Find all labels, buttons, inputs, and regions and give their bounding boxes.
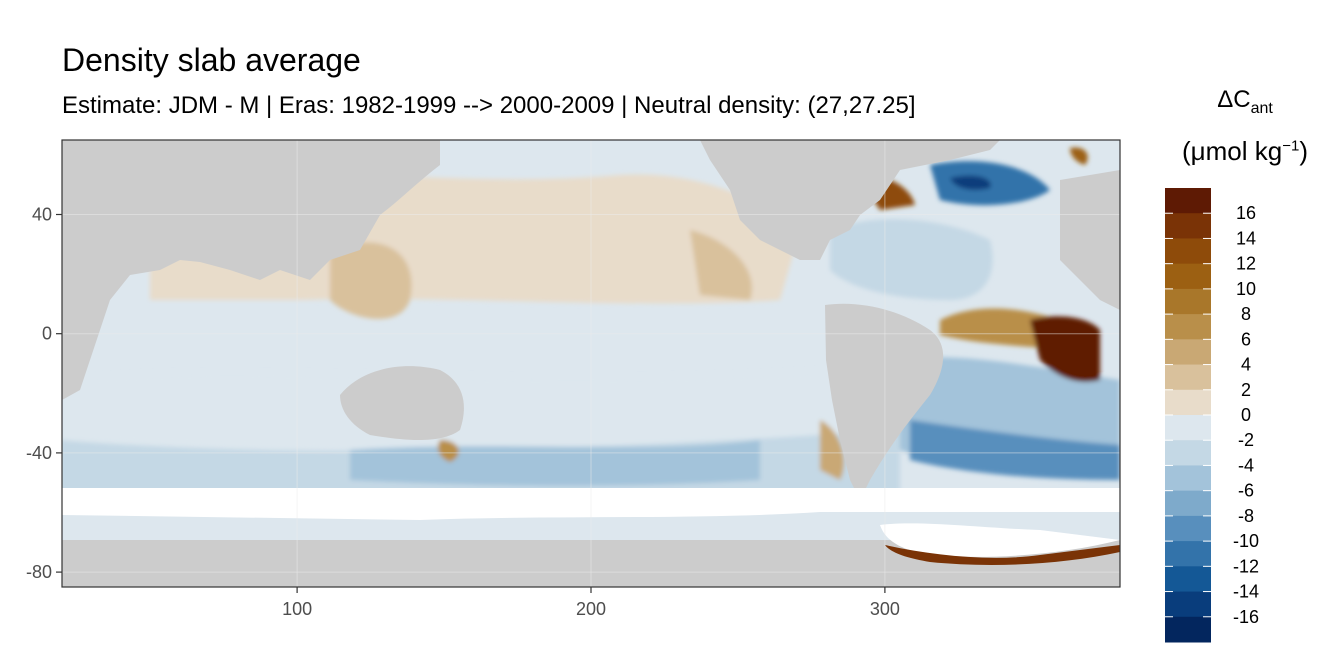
subpolar-atlantic-min-patch [950, 175, 991, 190]
south-pacific-positive-patch [820, 420, 844, 480]
legend-swatch [1165, 213, 1211, 239]
legend-colorbar: 16 14 12 10 8 6 4 2 0 -2 -4 -6 -8 -10 -12 -14 -16 [1165, 188, 1259, 643]
chart-title: Density slab average [62, 42, 361, 78]
legend-title: ΔCant [1217, 86, 1273, 117]
australia-land [340, 366, 464, 440]
east-pacific-positive-patch [690, 230, 752, 300]
y-tick-label: -40 [26, 443, 52, 463]
legend-label: 4 [1241, 355, 1251, 375]
legend-swatch [1165, 263, 1211, 290]
y-tick-label: 0 [42, 324, 52, 344]
legend-label: 0 [1241, 405, 1251, 425]
legend-label: -12 [1233, 556, 1259, 576]
legend-swatch [1165, 566, 1211, 593]
legend-label: -6 [1238, 481, 1254, 501]
legend-swatch [1165, 591, 1211, 618]
y-tick-label: 40 [32, 205, 52, 225]
legend-label: -16 [1233, 607, 1259, 627]
north-atlantic-blue-patch [830, 219, 993, 300]
x-tick-label: 300 [870, 599, 900, 619]
legend-label: 10 [1236, 279, 1256, 299]
legend-label: -2 [1238, 430, 1254, 450]
legend-label: 8 [1241, 304, 1251, 324]
legend-swatch [1165, 314, 1211, 340]
legend-swatch [1165, 465, 1211, 492]
europe-west-africa-land [1060, 170, 1120, 310]
equatorial-atlantic-tongue-patch [940, 308, 1060, 350]
land-masses [62, 140, 1120, 587]
legend-label: 12 [1236, 254, 1256, 274]
legend-swatch [1165, 364, 1211, 391]
legend-swatch [1165, 188, 1211, 214]
legend-label: -8 [1238, 506, 1254, 526]
legend-label: 6 [1241, 329, 1251, 349]
legend-label: 16 [1236, 203, 1256, 223]
north-america-land [700, 140, 1000, 260]
legend-swatch [1165, 440, 1211, 466]
legend-swatch [1165, 541, 1211, 567]
equatorial-atlantic-max-patch [1030, 316, 1100, 382]
south-america-land [825, 303, 944, 500]
legend-unit: (μmol kg−1) [1182, 136, 1308, 166]
legend-swatch [1165, 415, 1211, 441]
weddell-positive-rim [885, 545, 1120, 565]
legend-swatch [1165, 616, 1211, 643]
eurasia-africa-west-land [62, 140, 440, 400]
x-tick-label: 100 [282, 599, 312, 619]
legend-swatch [1165, 238, 1211, 265]
grid [62, 140, 1120, 587]
legend-label: 2 [1241, 380, 1251, 400]
west-pacific-positive-patch [330, 242, 412, 319]
chart-subtitle: Estimate: JDM - M | Eras: 1982-1999 --> … [62, 92, 916, 119]
y-axis: 40 0 -40 -80 [26, 205, 62, 582]
legend-label: -4 [1238, 455, 1254, 475]
x-tick-label: 200 [576, 599, 606, 619]
legend-swatch [1165, 490, 1211, 517]
legend-swatch [1165, 288, 1211, 315]
tasman-positive-patch [438, 440, 459, 462]
legend-swatch [1165, 389, 1211, 416]
value-patches [62, 147, 1120, 500]
legend-label: -14 [1233, 582, 1259, 602]
y-tick-label: -80 [26, 562, 52, 582]
legend-swatch [1165, 515, 1211, 542]
south-atlantic-deep-negative-patch [910, 420, 1120, 480]
x-axis: 100 200 300 [282, 587, 900, 619]
legend-label: 14 [1236, 228, 1256, 248]
weddell-white-area [880, 523, 1120, 557]
legend-label: -10 [1233, 531, 1259, 551]
legend-swatch [1165, 339, 1211, 366]
nordic-positive-patch [1070, 147, 1088, 165]
